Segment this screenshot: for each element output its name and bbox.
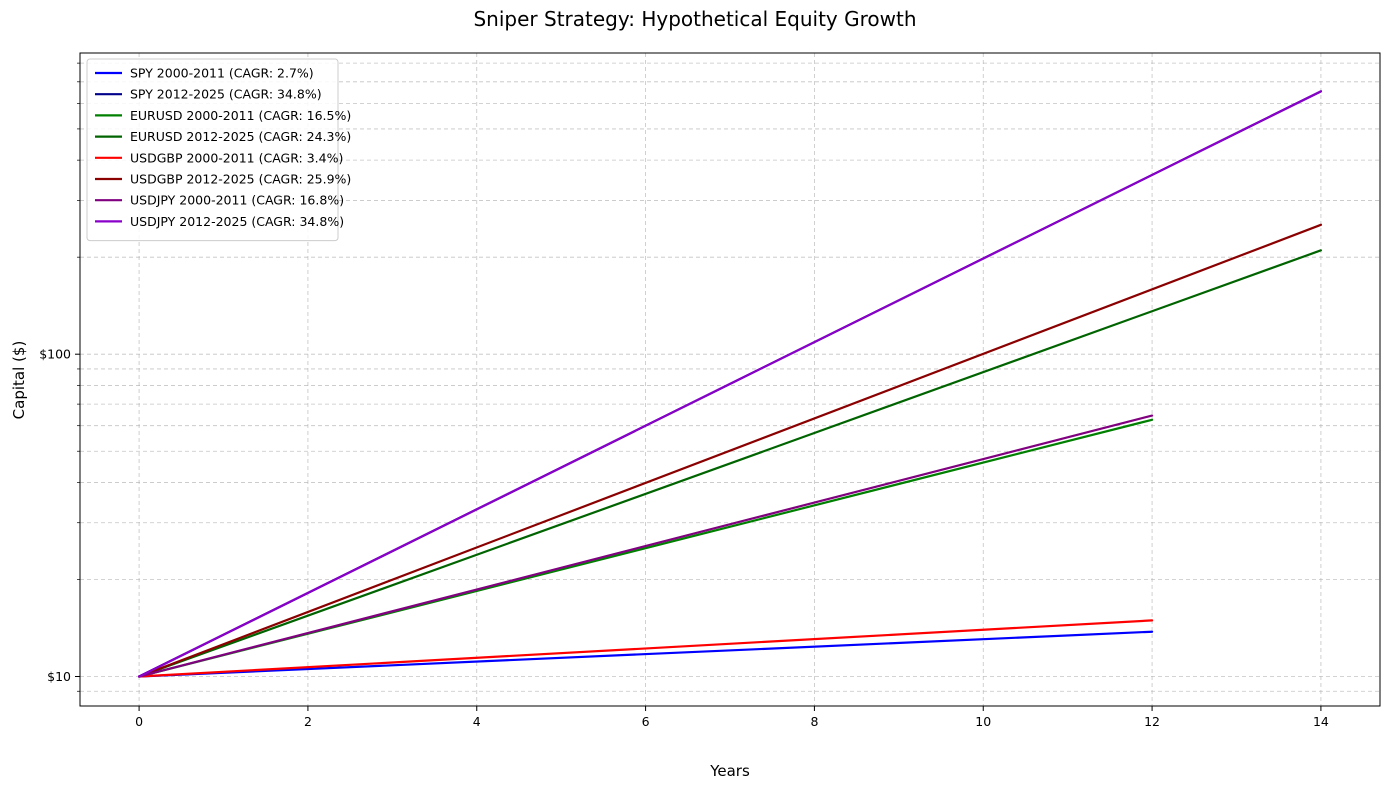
- legend: SPY 2000-2011 (CAGR: 2.7%) SPY 2012-2025 …: [86, 58, 351, 242]
- x-axis-ticks: 0 2 4 6 8 10 12 14: [135, 706, 1329, 729]
- x-tick-label: 12: [1144, 714, 1160, 729]
- x-tick-label: 10: [975, 714, 991, 729]
- x-axis-label: Years: [709, 762, 750, 780]
- x-tick-label: 4: [473, 714, 481, 729]
- series-line-6: [137, 414, 1154, 678]
- chart-title: Sniper Strategy: Hypothetical Equity Gro…: [473, 7, 916, 31]
- legend-box: [86, 58, 339, 242]
- y-tick-label: $10: [47, 669, 71, 684]
- legend-entry-label: USDJPY 2012-2025 (CAGR: 34.8%): [130, 214, 344, 229]
- legend-entry-label: SPY 2000-2011 (CAGR: 2.7%): [130, 66, 314, 81]
- series-line-5: [137, 223, 1323, 678]
- x-tick-label: 14: [1313, 714, 1329, 729]
- series-line-0: [137, 630, 1154, 678]
- legend-entry-label: USDGBP 2012-2025 (CAGR: 25.9%): [130, 172, 351, 187]
- legend-entry-label: EURUSD 2000-2011 (CAGR: 16.5%): [130, 108, 351, 123]
- x-tick-label: 8: [810, 714, 818, 729]
- x-tick-label: 2: [304, 714, 312, 729]
- plot-frame: [79, 52, 1381, 707]
- series-line-7: [137, 90, 1323, 678]
- y-tick-label: $100: [39, 347, 71, 362]
- legend-entry-label: USDJPY 2000-2011 (CAGR: 16.8%): [130, 193, 344, 208]
- y-axis-ticks: $10 $100: [39, 62, 80, 692]
- legend-entry-label: USDGBP 2000-2011 (CAGR: 3.4%): [130, 150, 343, 165]
- x-tick-label: 0: [135, 714, 143, 729]
- legend-entry-label: SPY 2012-2025 (CAGR: 34.8%): [130, 87, 322, 102]
- series-line-4: [137, 619, 1154, 678]
- x-tick-label: 6: [642, 714, 650, 729]
- y-axis-label: Capital ($): [10, 341, 28, 420]
- series-line-3: [137, 249, 1323, 678]
- series-lines: [137, 90, 1323, 678]
- legend-entry-label: EURUSD 2012-2025 (CAGR: 24.3%): [130, 129, 351, 144]
